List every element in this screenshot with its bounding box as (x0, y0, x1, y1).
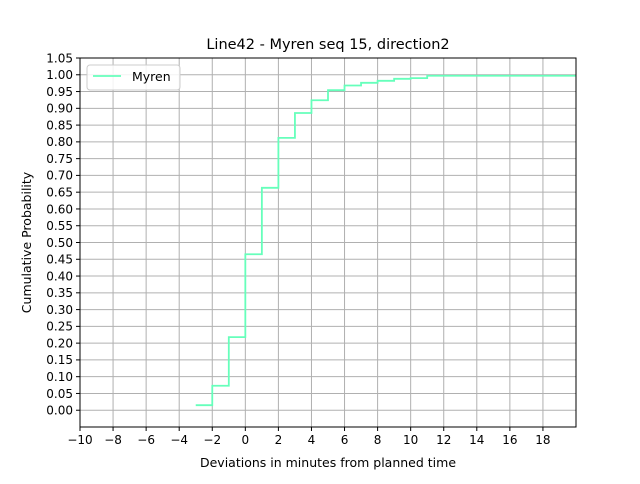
y-tick-label: 0.80 (46, 135, 73, 149)
y-tick-label: 0.95 (46, 85, 73, 99)
y-tick-label: 0.05 (46, 387, 73, 401)
y-tick-label: 0.60 (46, 202, 73, 216)
y-tick-label: 0.45 (46, 253, 73, 267)
x-tick-label: 10 (403, 433, 418, 447)
y-tick-label: 0.85 (46, 118, 73, 132)
y-tick-label: 1.05 (46, 51, 73, 65)
series-layer (195, 74, 576, 407)
y-axis-label: Cumulative Probability (19, 171, 34, 313)
x-tick-label: −10 (67, 433, 92, 447)
legend-label-myren: Myren (132, 69, 171, 84)
x-tick-label: 12 (436, 433, 451, 447)
x-tick-label: 6 (341, 433, 349, 447)
y-tick-label: 0.35 (46, 286, 73, 300)
y-axis-ticks: 0.00 0.05 0.10 0.15 0.20 0.25 0.30 0.35 0.40 0.45… (46, 51, 80, 418)
legend: Myren (86, 64, 181, 91)
y-tick-label: 0.40 (46, 269, 73, 283)
y-tick-label: 0.65 (46, 185, 73, 199)
y-tick-label: 0.70 (46, 169, 73, 183)
x-tick-label: 2 (275, 433, 283, 447)
x-tick-label: −2 (203, 433, 221, 447)
x-tick-label: −6 (137, 433, 155, 447)
x-axis-ticks: −10 −8 −6 −4 −2 0 2 4 6 8 10 12 14 16 18 (67, 427, 551, 447)
x-tick-label: −8 (104, 433, 122, 447)
y-tick-label: 0.90 (46, 102, 73, 116)
x-tick-label: 0 (242, 433, 250, 447)
x-tick-label: 14 (469, 433, 484, 447)
x-tick-label: 18 (535, 433, 550, 447)
y-tick-label: 0.15 (46, 353, 73, 367)
chart-title: Line42 - Myren seq 15, direction2 (206, 37, 449, 53)
legend-box (86, 64, 181, 91)
y-tick-label: 0.30 (46, 303, 73, 317)
y-tick-label: 0.25 (46, 320, 73, 334)
series-line-myren (195, 74, 576, 407)
y-tick-label: 0.00 (46, 404, 73, 418)
y-tick-label: 0.20 (46, 336, 73, 350)
x-tick-label: 16 (502, 433, 517, 447)
y-tick-label: 1.00 (46, 68, 73, 82)
y-tick-label: 0.50 (46, 236, 73, 250)
y-tick-label: 0.10 (46, 370, 73, 384)
grid (79, 57, 576, 427)
y-tick-label: 0.55 (46, 219, 73, 233)
y-tick-label: 0.75 (46, 152, 73, 166)
x-tick-label: 4 (308, 433, 316, 447)
x-axis-label: Deviations in minutes from planned time (200, 455, 456, 470)
x-tick-label: −4 (170, 433, 188, 447)
x-tick-label: 8 (374, 433, 382, 447)
